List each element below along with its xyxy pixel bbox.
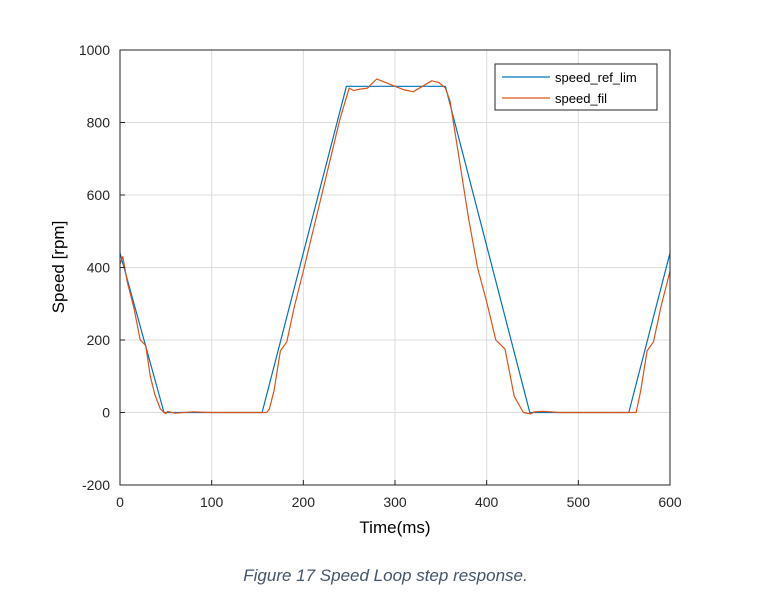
- legend: speed_ref_lim speed_fil: [494, 63, 658, 111]
- speed-loop-chart: 0 100 200 300 400 500 600 -200 0 200 400 600 800 100…: [49, 42, 682, 537]
- y-tick-label: 800: [87, 115, 111, 131]
- series-line-speed-fil: [119, 78, 671, 415]
- y-tick-label: 0: [102, 405, 110, 421]
- legend-label-speed-fil: speed_fil: [555, 91, 607, 106]
- x-tick-label: 600: [658, 494, 682, 510]
- y-tick-label: 1000: [79, 42, 110, 58]
- y-axis-ticks: -200 0 200 400 600 800 1000: [79, 42, 125, 493]
- x-tick-label: 400: [475, 494, 499, 510]
- y-tick-label: 400: [87, 260, 111, 276]
- series-lines: [119, 78, 671, 415]
- y-tick-label: 200: [87, 332, 111, 348]
- legend-label-speed-ref-lim: speed_ref_lim: [555, 70, 637, 85]
- x-tick-label: 200: [292, 494, 316, 510]
- x-tick-label: 100: [200, 494, 224, 510]
- y-axis-title: Speed [rpm]: [49, 221, 68, 314]
- x-axis-ticks: 0 100 200 300 400 500 600: [116, 480, 682, 510]
- x-tick-label: 300: [383, 494, 407, 510]
- x-tick-label: 500: [567, 494, 591, 510]
- legend-box: [494, 63, 658, 111]
- x-tick-label: 0: [116, 494, 124, 510]
- figure-caption: Figure 17 Speed Loop step response.: [243, 566, 528, 585]
- y-tick-label: -200: [82, 477, 110, 493]
- x-axis-title: Time(ms): [359, 518, 430, 537]
- y-tick-label: 600: [87, 187, 111, 203]
